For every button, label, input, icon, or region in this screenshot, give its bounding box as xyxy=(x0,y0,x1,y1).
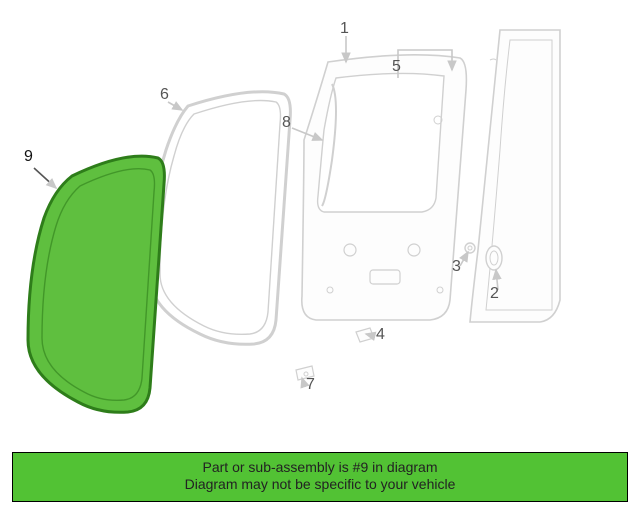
callout-2: 2 xyxy=(490,285,499,303)
banner-line2: Diagram may not be specific to your vehi… xyxy=(21,476,619,493)
callout-4: 4 xyxy=(376,326,385,344)
part-outer-seal xyxy=(150,92,290,345)
part-quarter-panel xyxy=(470,30,560,322)
parts-diagram-svg xyxy=(0,0,640,512)
callout-1: 1 xyxy=(340,20,349,38)
part-plug xyxy=(486,246,502,270)
callout-7: 7 xyxy=(306,376,315,394)
callout-6: 6 xyxy=(160,86,169,104)
part-clip xyxy=(465,243,475,253)
callout-9: 9 xyxy=(24,148,33,166)
info-banner: Part or sub-assembly is #9 in diagram Di… xyxy=(12,452,628,502)
callout-5: 5 xyxy=(392,58,401,76)
callout-3: 3 xyxy=(452,258,461,276)
banner-line1: Part or sub-assembly is #9 in diagram xyxy=(21,459,619,476)
diagram-stage: 1 2 3 4 5 6 7 8 9 Part or sub-assembly i… xyxy=(0,0,640,512)
callout-8: 8 xyxy=(282,114,291,132)
part-weatherstrip-highlight xyxy=(28,156,164,412)
